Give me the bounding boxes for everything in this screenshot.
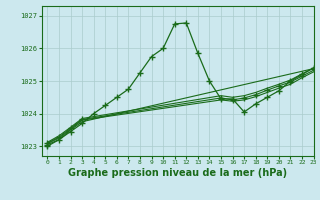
X-axis label: Graphe pression niveau de la mer (hPa): Graphe pression niveau de la mer (hPa) [68, 168, 287, 178]
